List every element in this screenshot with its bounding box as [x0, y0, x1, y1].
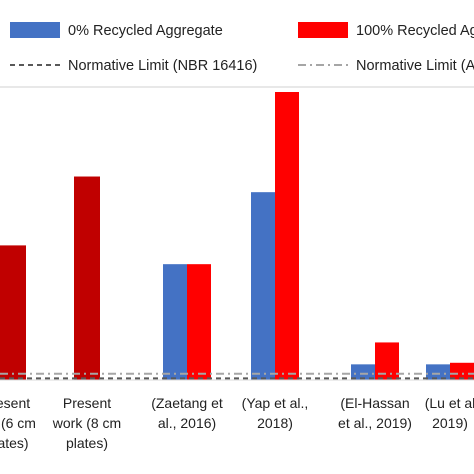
bar-100pct-0 [0, 245, 26, 380]
bar-0pct-3 [251, 192, 275, 380]
bar-100pct-2 [187, 264, 211, 380]
legend-series-0-label: 0% Recycled Aggregate [68, 23, 223, 39]
reference-lines-group [0, 372, 474, 380]
chart-legend: 0% Recycled Aggregate 100% Recycled Aggre… [10, 22, 474, 74]
legend-normative-limit-2-label: Normative Limit (A [356, 58, 474, 74]
legend-series-0-swatch [10, 22, 60, 38]
x-tick-label-3: (Yap et al., 2018) [242, 395, 309, 431]
x-tick-label-5: (Lu et al 2019) [425, 395, 474, 431]
legend-series-1-label: 100% Recycled Aggregate [356, 23, 474, 39]
bar-0pct-2 [163, 264, 187, 380]
bar-0pct-5 [426, 364, 450, 380]
bars-group [0, 92, 474, 380]
bar-100pct-3 [275, 92, 299, 380]
legend-series-1-swatch [298, 22, 348, 38]
bar-0pct-4 [351, 364, 375, 380]
x-tick-label-4: (El-Hassan et al., 2019) [338, 395, 412, 431]
bar-100pct-5 [450, 362, 474, 380]
legend-normative-limit-nbr-label: Normative Limit (NBR 16416) [68, 58, 257, 74]
x-tick-label-1: Present work (8 cm plates) [52, 395, 121, 451]
x-tick-label-2: (Zaetang et al., 2016) [151, 395, 223, 431]
bar-100pct-1 [74, 176, 100, 380]
